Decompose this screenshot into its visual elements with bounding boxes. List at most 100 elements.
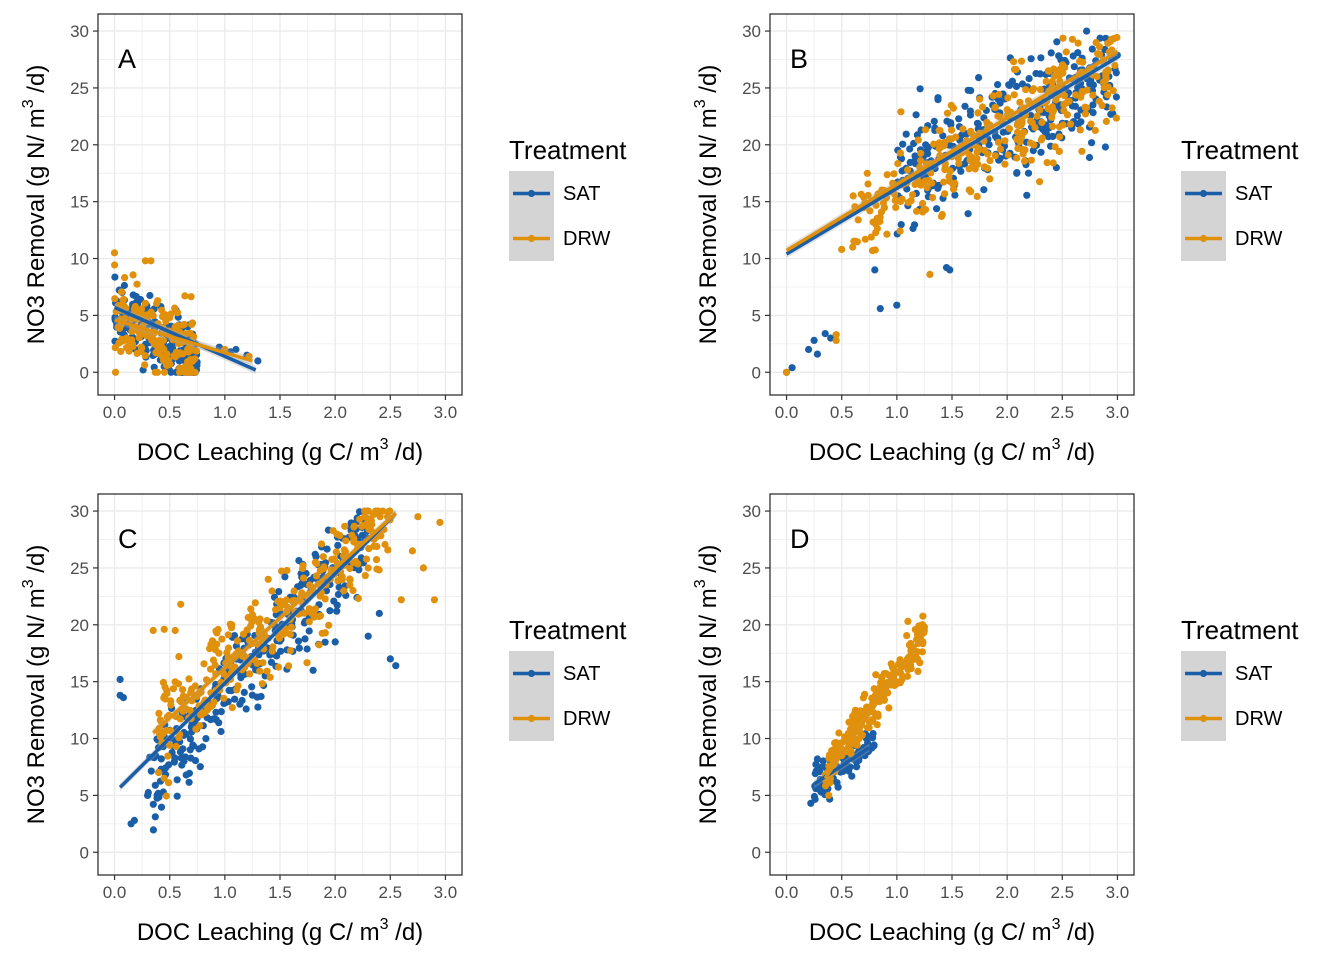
legend-key-point xyxy=(1199,189,1208,198)
point-DRW xyxy=(1111,61,1119,70)
point-DRW xyxy=(949,185,958,193)
point-DRW xyxy=(1087,120,1095,128)
point-SAT xyxy=(871,266,879,274)
point-DRW xyxy=(147,308,155,316)
point-SAT xyxy=(985,141,993,149)
point-DRW xyxy=(1016,138,1024,146)
point-DRW xyxy=(909,191,917,199)
point-DRW xyxy=(117,347,125,356)
point-DRW xyxy=(247,605,255,613)
point-SAT xyxy=(303,645,311,653)
point-DRW xyxy=(234,682,242,690)
point-DRW xyxy=(863,169,871,177)
point-DRW xyxy=(1038,118,1046,127)
point-DRW xyxy=(156,342,164,350)
x-tick-label: 3.0 xyxy=(434,883,458,902)
point-DRW xyxy=(414,513,422,521)
point-SAT xyxy=(1023,191,1031,199)
point-SAT xyxy=(1012,82,1021,90)
point-SAT xyxy=(1073,112,1081,120)
point-DRW xyxy=(1030,85,1038,93)
point-SAT xyxy=(311,550,319,558)
x-axis-title: DOC Leaching (g C/ m3 /d) xyxy=(809,436,1095,466)
point-SAT xyxy=(217,727,225,736)
panel-D: D 0.0 0.5 1.0 1.5 2.0 2.5 3.0 0 5 10 15 20 25 30 DOC Le… xyxy=(692,493,1299,946)
point-SAT xyxy=(195,745,203,753)
point-DRW xyxy=(160,625,168,633)
point-SAT xyxy=(151,781,159,789)
point-SAT xyxy=(1112,93,1120,101)
point-DRW xyxy=(967,156,975,164)
point-DRW xyxy=(174,680,183,688)
point-DRW xyxy=(159,730,167,738)
point-DRW xyxy=(973,192,981,200)
point-SAT xyxy=(1049,132,1057,140)
point-DRW xyxy=(166,360,174,368)
point-DRW xyxy=(1036,178,1044,186)
point-DRW xyxy=(976,95,984,103)
point-DRW xyxy=(907,639,915,648)
point-DRW xyxy=(1060,106,1068,115)
point-DRW xyxy=(847,750,855,758)
point-DRW xyxy=(1102,117,1110,125)
point-DRW xyxy=(1079,58,1087,66)
point-DRW xyxy=(317,540,326,548)
point-DRW xyxy=(306,581,314,589)
point-SAT xyxy=(1077,118,1085,126)
point-DRW xyxy=(1091,126,1099,134)
point-SAT xyxy=(173,776,181,784)
point-SAT xyxy=(909,224,917,233)
point-SAT xyxy=(947,121,955,129)
point-DRW xyxy=(179,321,187,329)
point-DRW xyxy=(915,178,923,186)
y-axis-title: NO3 Removal (g N/ m3 /d) xyxy=(692,65,722,345)
point-DRW xyxy=(346,575,354,583)
point-DRW xyxy=(164,752,172,760)
point-DRW xyxy=(328,555,336,564)
fit-line-DRW xyxy=(785,50,1119,253)
point-DRW xyxy=(894,160,902,168)
point-SAT xyxy=(980,186,988,194)
point-DRW xyxy=(141,352,149,360)
point-SAT xyxy=(906,158,914,166)
point-DRW xyxy=(928,179,936,187)
point-DRW xyxy=(290,587,298,595)
point-SAT xyxy=(301,635,309,643)
point-DRW xyxy=(904,166,912,174)
point-SAT xyxy=(1083,27,1091,35)
point-DRW xyxy=(303,659,311,667)
fit-line-SAT xyxy=(118,512,398,789)
point-DRW xyxy=(436,518,444,527)
point-DRW xyxy=(1052,96,1060,104)
point-SAT xyxy=(232,345,240,354)
fit-line-SAT xyxy=(785,55,1119,256)
point-DRW xyxy=(173,309,182,317)
point-DRW xyxy=(129,271,137,279)
point-DRW xyxy=(930,140,938,148)
point-SAT xyxy=(254,357,262,365)
point-DRW xyxy=(1059,34,1067,42)
point-DRW xyxy=(419,564,427,572)
point-DRW xyxy=(155,769,163,777)
point-DRW xyxy=(208,701,217,709)
point-DRW xyxy=(356,515,364,523)
point-SAT xyxy=(212,716,220,724)
point-DRW xyxy=(851,709,859,717)
point-SAT xyxy=(975,74,983,82)
point-DRW xyxy=(312,572,321,580)
legend-title: Treatment xyxy=(1181,135,1299,165)
point-DRW xyxy=(913,207,921,215)
point-DRW xyxy=(1049,159,1057,167)
point-DRW xyxy=(872,712,880,720)
point-SAT xyxy=(967,87,975,95)
point-DRW xyxy=(861,235,869,243)
y-axis-title: NO3 Removal (g N/ m3 /d) xyxy=(692,545,722,825)
point-SAT xyxy=(836,768,845,776)
point-DRW xyxy=(861,690,869,698)
y-tick-label: 10 xyxy=(742,730,761,749)
x-axis-title: DOC Leaching (g C/ m3 /d) xyxy=(809,916,1095,946)
point-SAT xyxy=(176,748,184,756)
point-SAT xyxy=(811,770,819,778)
point-DRW xyxy=(263,617,271,625)
x-tick-label: 1.0 xyxy=(885,403,909,422)
